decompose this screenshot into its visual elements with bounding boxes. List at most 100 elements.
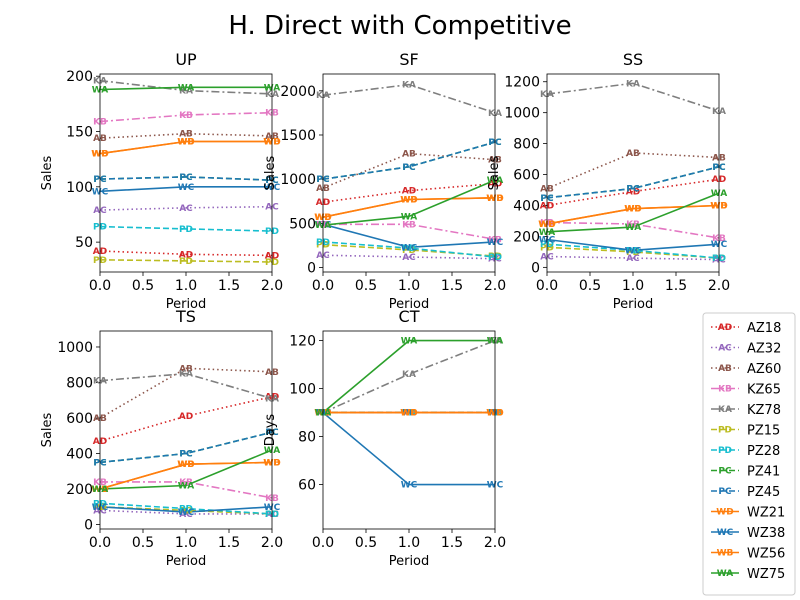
y-tick-label: 150	[66, 125, 93, 141]
series-line-pz41	[323, 141, 495, 180]
point-marker: PD	[179, 505, 193, 515]
x-tick-label: 2.0	[261, 535, 283, 551]
x-tick-label: 2.0	[708, 278, 730, 294]
series-line-pz15	[323, 243, 495, 257]
point-marker: KB	[402, 220, 416, 230]
series-line-az32	[100, 205, 272, 211]
series-group	[547, 82, 719, 261]
series-line-pz28	[100, 502, 272, 515]
series-line-wz75	[100, 449, 272, 490]
point-marker: KA	[402, 370, 416, 380]
x-tick-label: 0.5	[132, 278, 154, 294]
point-marker: PD	[179, 506, 193, 516]
y-tick-label: 80	[298, 430, 316, 446]
x-tick-label: 2.0	[484, 278, 506, 294]
axes-frame	[322, 73, 496, 273]
panel-title: UP	[175, 50, 197, 69]
x-tick-label: 1.0	[175, 535, 197, 551]
legend-marker: PC	[718, 487, 732, 497]
point-marker: WA	[178, 481, 195, 491]
x-axis-label: Period	[389, 554, 430, 569]
series-line-az18	[323, 182, 495, 203]
series-line-az18	[547, 178, 719, 207]
point-marker: AC	[626, 254, 640, 264]
y-tick-label: 600	[513, 168, 540, 184]
point-marker: WD	[177, 137, 194, 147]
series-line-az60	[100, 367, 272, 419]
point-marker: PD	[626, 248, 640, 258]
x-tick-label: 1.5	[441, 278, 463, 294]
y-axis-label: Sales	[40, 155, 55, 190]
point-marker: WA	[401, 212, 418, 222]
point-marker: PC	[626, 184, 640, 194]
point-marker: AB	[179, 364, 193, 374]
point-marker: WA	[625, 223, 642, 233]
axes-frame	[546, 73, 720, 273]
series-line-kz78	[100, 372, 272, 400]
point-marker: PC	[179, 450, 193, 460]
x-tick-label: 0.0	[312, 535, 334, 551]
point-marker: AC	[402, 253, 416, 263]
series-line-pz15	[547, 246, 719, 259]
point-marker: KA	[179, 87, 193, 97]
point-marker: PC	[402, 163, 416, 173]
y-axis-label: Sales	[263, 155, 278, 190]
point-marker: AB	[626, 149, 640, 159]
legend-marker: WD	[716, 508, 733, 518]
y-tick-label: 0	[531, 260, 540, 276]
series-line-az60	[100, 132, 272, 139]
point-marker: WB	[178, 137, 195, 147]
figure-title: H. Direct with Competitive	[228, 11, 571, 41]
x-axis-label: Period	[166, 554, 207, 569]
y-tick-label: 200	[66, 482, 93, 498]
axes-frame	[99, 330, 273, 530]
y-tick-label: 120	[289, 334, 316, 350]
point-marker: WB	[178, 460, 195, 470]
series-line-az32	[100, 509, 272, 515]
point-marker: KA	[402, 81, 416, 91]
y-tick-label: 100	[66, 180, 93, 196]
point-marker: AB	[402, 150, 416, 160]
point-marker: PD	[626, 246, 640, 256]
y-axis-label: Sales	[487, 155, 502, 190]
series-line-pz45	[100, 431, 272, 464]
x-axis-label: Period	[166, 297, 207, 312]
panel-title: SS	[623, 50, 643, 69]
legend-label-wz75: WZ75	[747, 567, 785, 582]
series-line-az18	[100, 250, 272, 257]
y-tick-label: 800	[513, 137, 540, 153]
point-marker: WD	[624, 205, 641, 215]
x-tick-label: 1.5	[218, 278, 240, 294]
series-line-pz15	[100, 259, 272, 263]
x-tick-label: 0.0	[312, 278, 334, 294]
series-line-kz78	[323, 339, 495, 414]
series-group	[100, 79, 272, 263]
series-line-wz75	[100, 86, 272, 91]
y-tick-label: 800	[66, 375, 93, 391]
legend-label-az18: AZ18	[747, 321, 781, 336]
point-marker: WB	[401, 196, 418, 206]
legend-label-kz78: KZ78	[747, 403, 781, 418]
legend-marker: PD	[718, 446, 732, 456]
point-marker: AC	[179, 510, 193, 520]
panel-title: SF	[399, 50, 418, 69]
legend-marker: AC	[718, 344, 732, 354]
x-axis-label: Period	[613, 297, 654, 312]
y-tick-label: 500	[289, 216, 316, 232]
point-marker: PD	[179, 257, 193, 267]
point-marker: AD	[179, 250, 193, 260]
legend-label-pz45: PZ45	[747, 485, 780, 500]
point-marker: AD	[179, 412, 193, 422]
point-marker: PC	[402, 409, 416, 419]
point-marker: PC	[179, 173, 193, 183]
point-marker: WC	[178, 183, 195, 193]
point-marker: WA	[401, 337, 418, 347]
legend-marker: AB	[718, 364, 732, 374]
point-marker: KA	[626, 79, 640, 89]
point-marker: PD	[402, 244, 416, 254]
legend-marker: WB	[717, 549, 734, 559]
x-tick-label: 0.0	[536, 278, 558, 294]
series-line-wz38	[547, 238, 719, 252]
